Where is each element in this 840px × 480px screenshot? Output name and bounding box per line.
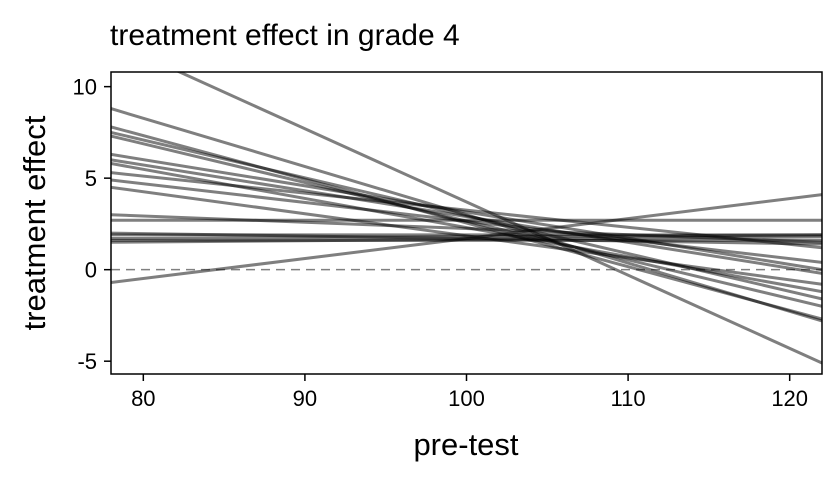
series-line-7 bbox=[111, 158, 822, 275]
y-axis-label: treatment effect bbox=[17, 115, 52, 330]
x-tick-label: 120 bbox=[771, 386, 808, 411]
x-tick-label: 90 bbox=[293, 386, 317, 411]
y-tick-label: 5 bbox=[85, 166, 97, 191]
chart-title: treatment effect in grade 4 bbox=[110, 19, 460, 52]
y-tick-label: -5 bbox=[77, 349, 97, 374]
series-line-1 bbox=[176, 72, 822, 365]
y-axis: -5 0 5 10 bbox=[73, 75, 111, 374]
y-tick-label: 10 bbox=[73, 75, 97, 100]
x-axis: 80 90 100 110 120 bbox=[131, 374, 808, 411]
x-tick-label: 110 bbox=[611, 386, 646, 411]
series-lines bbox=[111, 72, 822, 365]
x-tick-label: 80 bbox=[131, 386, 155, 411]
y-tick-label: 0 bbox=[85, 258, 97, 283]
series-line-19 bbox=[111, 193, 822, 284]
series-line-3 bbox=[111, 125, 822, 321]
x-axis-label: pre-test bbox=[413, 427, 518, 462]
series-line-6 bbox=[111, 152, 822, 272]
series-line-16 bbox=[111, 233, 822, 241]
x-tick-label: 100 bbox=[448, 386, 485, 411]
